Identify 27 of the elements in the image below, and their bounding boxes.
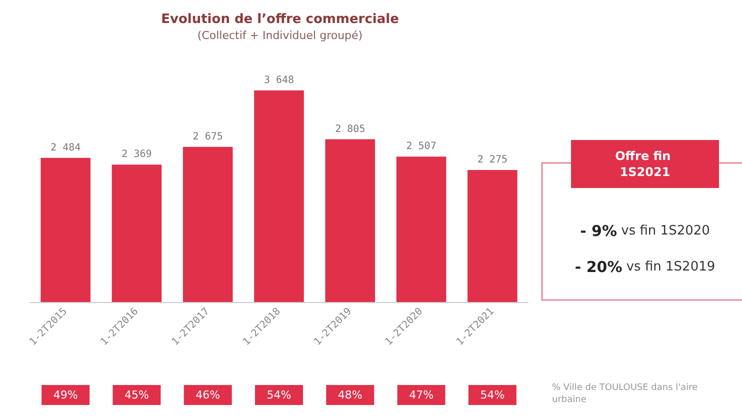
data-label: 2 675: [192, 131, 223, 142]
data-label: 2 507: [406, 141, 436, 152]
bar: [254, 90, 304, 302]
bar: [468, 170, 518, 302]
bar: [325, 139, 376, 302]
text: 54%: [266, 388, 292, 402]
chart-title: Evolution de l’offre commerciale: [161, 12, 400, 27]
data-label: 2 484: [50, 142, 81, 154]
bar: [40, 158, 90, 302]
data-label: 3 648: [264, 74, 294, 86]
text: 46%: [196, 388, 220, 402]
text: Offre fin 1S2021: [615, 149, 675, 179]
data-label: 2 369: [122, 149, 152, 160]
text: 49%: [53, 388, 78, 402]
chart-subtitle: (Collectif + Individuel groupé): [197, 29, 363, 42]
bar: [112, 164, 162, 302]
data-label: 2 805: [335, 124, 366, 135]
data-label: 2 275: [477, 154, 508, 166]
text: 54%: [480, 388, 505, 402]
text: 47%: [409, 388, 434, 402]
text: 48%: [338, 388, 362, 402]
text: - 20% vs fin 1S2019: [574, 258, 716, 276]
text: % Ville de TOULOUSE dans l'aire urbaine: [552, 383, 701, 405]
text: 45%: [124, 388, 149, 402]
bar: [182, 146, 233, 302]
text: - 9% vs fin 1S2020: [580, 222, 710, 240]
bar: [396, 156, 446, 302]
